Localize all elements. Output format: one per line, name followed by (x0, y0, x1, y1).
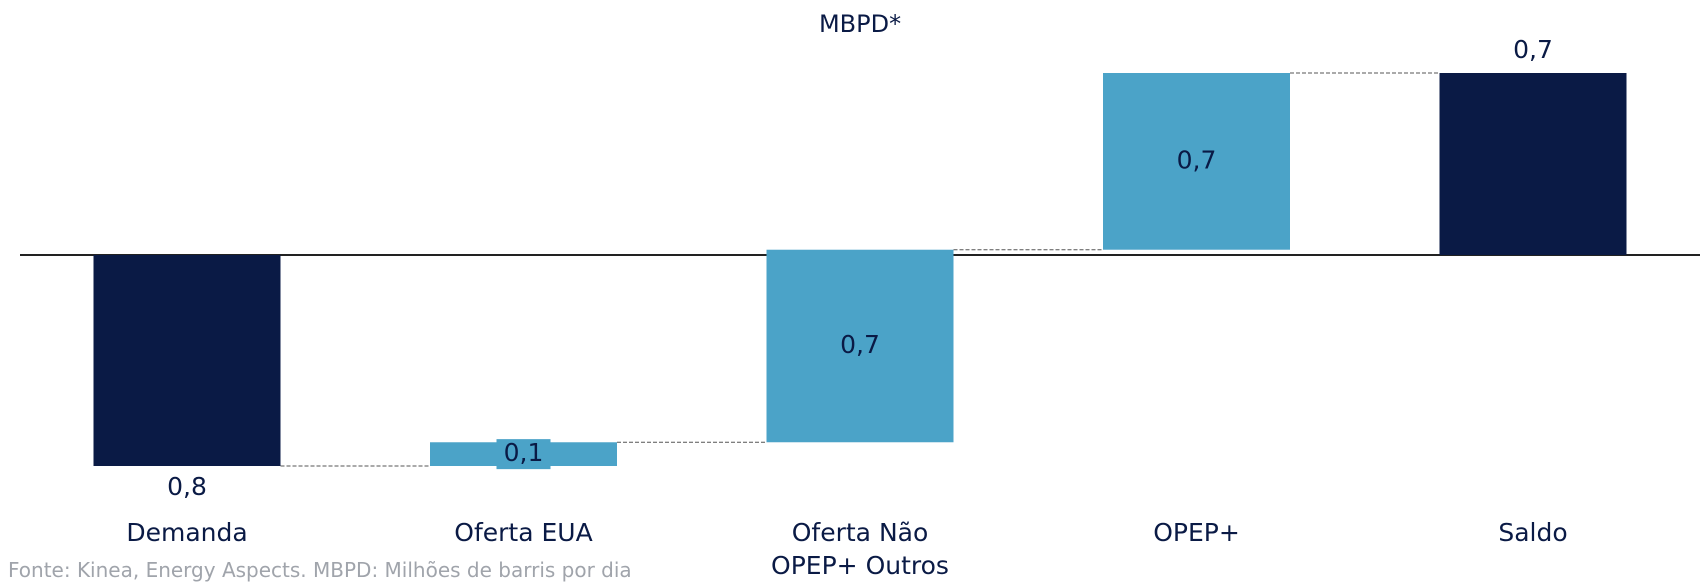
bar (93, 254, 281, 466)
category-label: Saldo (1498, 518, 1568, 547)
bar (1103, 73, 1290, 250)
bar (1439, 73, 1627, 255)
bar (766, 249, 954, 443)
value-label: 0,7 (1177, 145, 1217, 174)
category-label: Oferta Não OPEP+ Outros (771, 518, 949, 580)
value-label: 0,7 (840, 330, 880, 359)
chart-subtitle: MBPD* (818, 10, 902, 38)
value-label: 0,7 (1513, 35, 1553, 64)
category-label: Demanda (126, 518, 248, 547)
category-label: Oferta EUA (454, 518, 593, 547)
value-label: 0,8 (167, 472, 207, 501)
source-note: Fonte: Kinea, Energy Aspects. MBPD: Milh… (8, 558, 632, 582)
label-box (496, 439, 551, 470)
value-label: 0,1 (504, 438, 544, 467)
category-label: OPEP+ (1153, 518, 1240, 547)
